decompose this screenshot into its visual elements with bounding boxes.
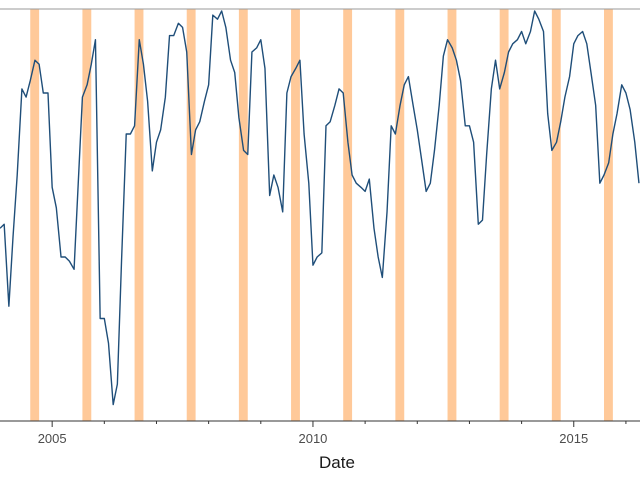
highlight-bands — [30, 9, 613, 421]
highlight-band — [395, 9, 405, 421]
highlight-band — [447, 9, 457, 421]
highlight-band — [134, 9, 144, 421]
x-tick-label: 2005 — [38, 431, 67, 446]
highlight-band — [82, 9, 92, 421]
x-tick-label: 2015 — [559, 431, 588, 446]
highlight-band — [499, 9, 509, 421]
highlight-band — [238, 9, 248, 421]
x-tick-label: 2010 — [298, 431, 327, 446]
x-axis-title: Date — [319, 453, 355, 472]
highlight-band — [30, 9, 40, 421]
highlight-band — [186, 9, 196, 421]
series-line — [0, 10, 640, 406]
x-axis-ticks: 2005 2010 2015 — [38, 421, 627, 446]
highlight-band — [604, 9, 613, 421]
highlight-band — [291, 9, 300, 421]
highlight-band — [551, 9, 561, 421]
highlight-band — [343, 9, 353, 421]
